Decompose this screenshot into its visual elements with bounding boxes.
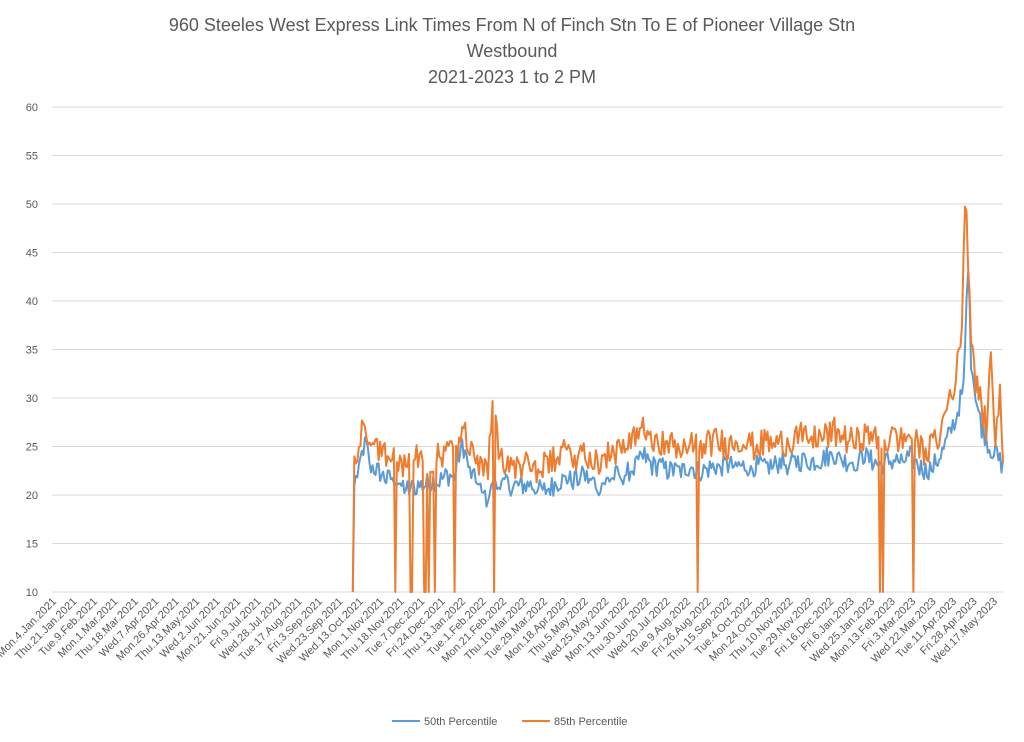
y-tick-label-40: 40	[26, 296, 38, 308]
y-tick-label-10: 10	[26, 587, 38, 599]
y-tick-label-15: 15	[26, 539, 38, 551]
y-tick-label-35: 35	[26, 345, 38, 357]
legend: 50th Percentile 85th Percentile	[392, 716, 627, 728]
y-tick-label-45: 45	[26, 248, 38, 260]
chart-title-line-2: Westbound	[467, 41, 558, 61]
legend-label-50th: 50th Percentile	[424, 716, 497, 728]
y-tick-label-20: 20	[26, 490, 38, 502]
series-lines	[351, 205, 1004, 593]
y-tick-label-25: 25	[26, 442, 38, 454]
y-tick-label-50: 50	[26, 199, 38, 211]
series-line-85th-percentile	[351, 205, 1004, 593]
chart-title: 960 Steeles West Express Link Times From…	[169, 15, 855, 87]
chart-title-line-3: 2021-2023 1 to 2 PM	[428, 67, 596, 87]
y-tick-label-60: 60	[26, 102, 38, 114]
y-gridlines	[52, 106, 1003, 593]
series-line-50th-percentile	[351, 271, 1004, 593]
y-axis-tick-labels: 10 15 20 25 30 35 40 45 50 55 60	[26, 102, 38, 599]
legend-label-85th: 85th Percentile	[554, 716, 627, 728]
y-tick-label-55: 55	[26, 151, 38, 163]
y-tick-label-30: 30	[26, 393, 38, 405]
chart-title-line-1: 960 Steeles West Express Link Times From…	[169, 15, 855, 35]
